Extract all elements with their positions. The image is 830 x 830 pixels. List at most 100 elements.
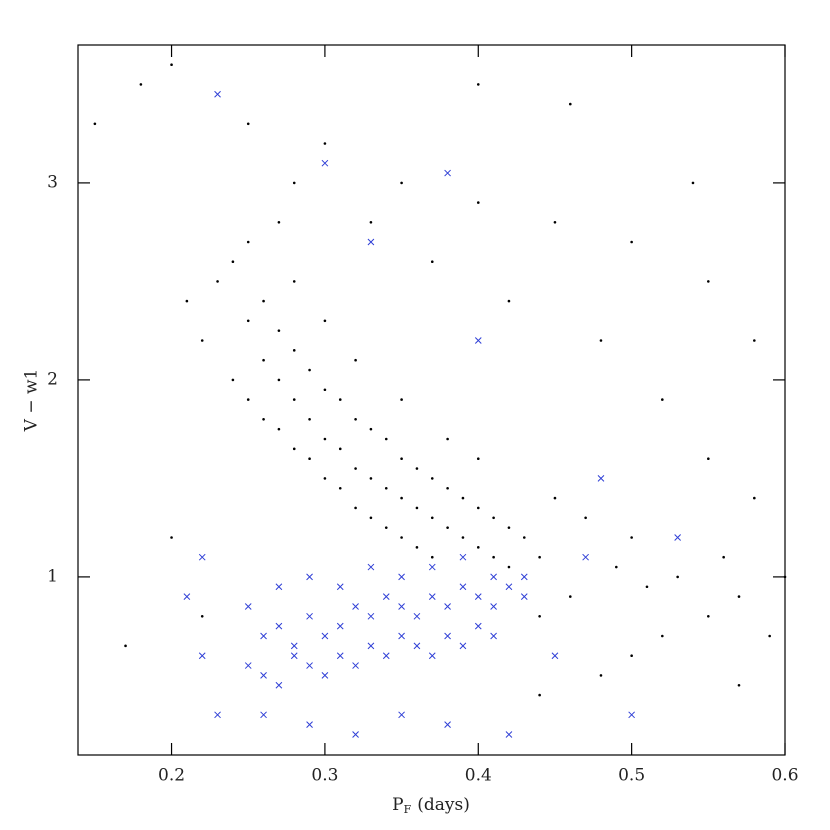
dot-point xyxy=(476,506,480,510)
dot-point xyxy=(476,201,480,204)
cross-point xyxy=(260,672,267,679)
dot-point xyxy=(384,486,388,490)
dot-point xyxy=(568,102,572,106)
dot-point xyxy=(599,674,603,677)
cross-point xyxy=(505,731,513,738)
dot-point xyxy=(262,299,265,303)
dot-point xyxy=(262,418,265,421)
cross-point xyxy=(183,593,191,600)
cross-point xyxy=(336,622,344,630)
cross-point xyxy=(428,593,436,600)
dot-point xyxy=(430,260,434,264)
cross-point xyxy=(428,652,436,660)
cross-point xyxy=(244,662,252,669)
dot-point xyxy=(661,634,664,638)
cross-point xyxy=(597,475,605,482)
dot-point xyxy=(461,496,465,500)
dot-point xyxy=(568,595,572,598)
cross-point xyxy=(398,573,405,581)
cross-point xyxy=(321,672,329,679)
dot-point xyxy=(292,181,296,185)
cross-point xyxy=(398,603,405,610)
x-tick-label: 0.4 xyxy=(465,766,492,786)
dot-point xyxy=(354,506,357,510)
cross-point xyxy=(198,553,206,561)
cross-point xyxy=(490,573,497,581)
cross-point xyxy=(582,553,589,561)
cross-point xyxy=(244,603,252,610)
dot-point xyxy=(338,486,342,490)
dot-point xyxy=(369,477,373,480)
dot-point xyxy=(538,693,541,697)
dot-point xyxy=(246,240,250,244)
cross-point xyxy=(336,652,344,660)
dot-point xyxy=(354,418,357,421)
cross-point xyxy=(459,642,467,650)
cross-point xyxy=(352,603,359,610)
dot-point xyxy=(538,615,541,618)
x-label-subscript: F xyxy=(404,803,412,816)
dot-point xyxy=(369,516,373,520)
dot-point xyxy=(430,477,434,480)
dot-point xyxy=(246,398,250,401)
dot-point xyxy=(400,181,403,185)
dot-point xyxy=(277,427,281,431)
cross-point xyxy=(306,662,313,669)
dot-point xyxy=(400,398,403,401)
cross-point xyxy=(382,652,390,660)
dot-point xyxy=(308,368,311,372)
cross-point xyxy=(382,593,390,600)
cross-point xyxy=(290,642,298,650)
dot-point xyxy=(553,221,557,224)
dot-point xyxy=(492,555,495,559)
cross-point xyxy=(367,612,375,620)
cross-point xyxy=(520,573,528,581)
cross-point xyxy=(306,612,313,620)
dot-point xyxy=(384,437,388,441)
cross-point xyxy=(260,711,267,719)
dot-point xyxy=(308,418,311,421)
dot-point xyxy=(553,496,557,500)
dot-point xyxy=(584,516,587,520)
cross-point xyxy=(474,622,482,630)
cross-point xyxy=(290,652,298,660)
dot-point xyxy=(753,496,756,500)
dot-point xyxy=(338,447,342,451)
dot-point xyxy=(384,526,388,529)
dot-point xyxy=(231,260,235,264)
dot-point xyxy=(599,339,603,342)
dot-point xyxy=(507,565,511,569)
dot-point xyxy=(415,467,419,470)
dot-point xyxy=(400,496,403,500)
dot-point xyxy=(338,398,342,401)
dot-point xyxy=(170,63,173,67)
dot-point xyxy=(400,536,403,539)
x-axis-label: PF (days) xyxy=(392,795,470,817)
dot-point xyxy=(323,437,327,441)
cross-point xyxy=(352,731,359,738)
dot-point xyxy=(507,526,511,529)
cross-point xyxy=(260,632,267,640)
cross-point xyxy=(444,169,451,177)
cross-point xyxy=(520,593,528,600)
x-tick-label: 0.3 xyxy=(311,766,338,786)
dot-point xyxy=(476,457,480,461)
dot-point xyxy=(707,457,710,461)
x-tick-label: 0.2 xyxy=(158,766,185,786)
cross-point xyxy=(628,711,635,719)
dot-point xyxy=(216,280,219,283)
dot-point xyxy=(722,555,725,559)
cross-point xyxy=(352,662,359,669)
cross-point xyxy=(214,90,221,98)
dot-point xyxy=(246,319,250,323)
cross-point xyxy=(459,583,467,591)
cross-point xyxy=(367,642,375,650)
dot-point xyxy=(707,280,710,283)
dot-point xyxy=(369,427,373,431)
dot-point xyxy=(430,555,434,559)
x-tick-label: 0.5 xyxy=(618,766,645,786)
dot-point xyxy=(430,516,434,520)
dot-point xyxy=(630,654,633,658)
dot-point xyxy=(615,565,618,569)
dot-point xyxy=(170,536,173,539)
